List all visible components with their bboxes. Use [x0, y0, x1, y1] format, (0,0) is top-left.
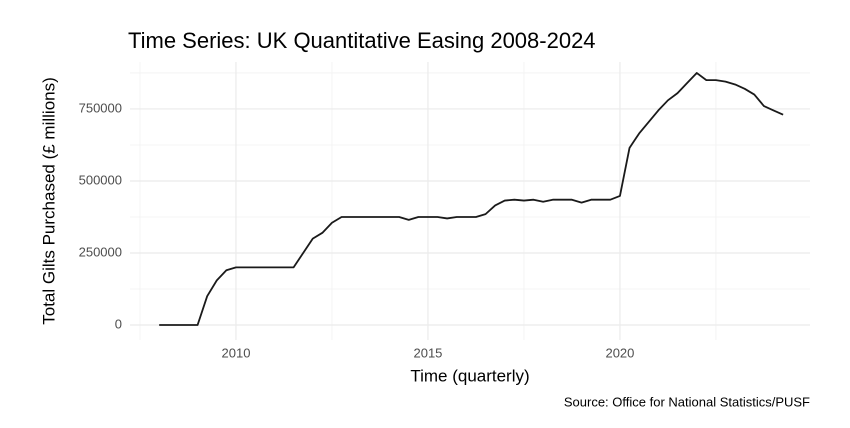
x-axis-label: Time (quarterly) — [410, 366, 529, 385]
y-axis-label: Total Gilts Purchased (£ millions) — [39, 77, 58, 325]
y-tick-label: 750000 — [79, 100, 122, 115]
y-tick-label: 250000 — [79, 244, 122, 259]
caption: Source: Office for National Statistics/P… — [564, 394, 810, 409]
chart-title: Time Series: UK Quantitative Easing 2008… — [128, 28, 596, 53]
y-tick-label: 0 — [115, 316, 122, 331]
x-tick-label: 2010 — [222, 345, 251, 360]
x-tick-label: 2020 — [605, 345, 634, 360]
y-tick-label: 500000 — [79, 172, 122, 187]
x-tick-label: 2015 — [413, 345, 442, 360]
series-line — [159, 72, 784, 326]
